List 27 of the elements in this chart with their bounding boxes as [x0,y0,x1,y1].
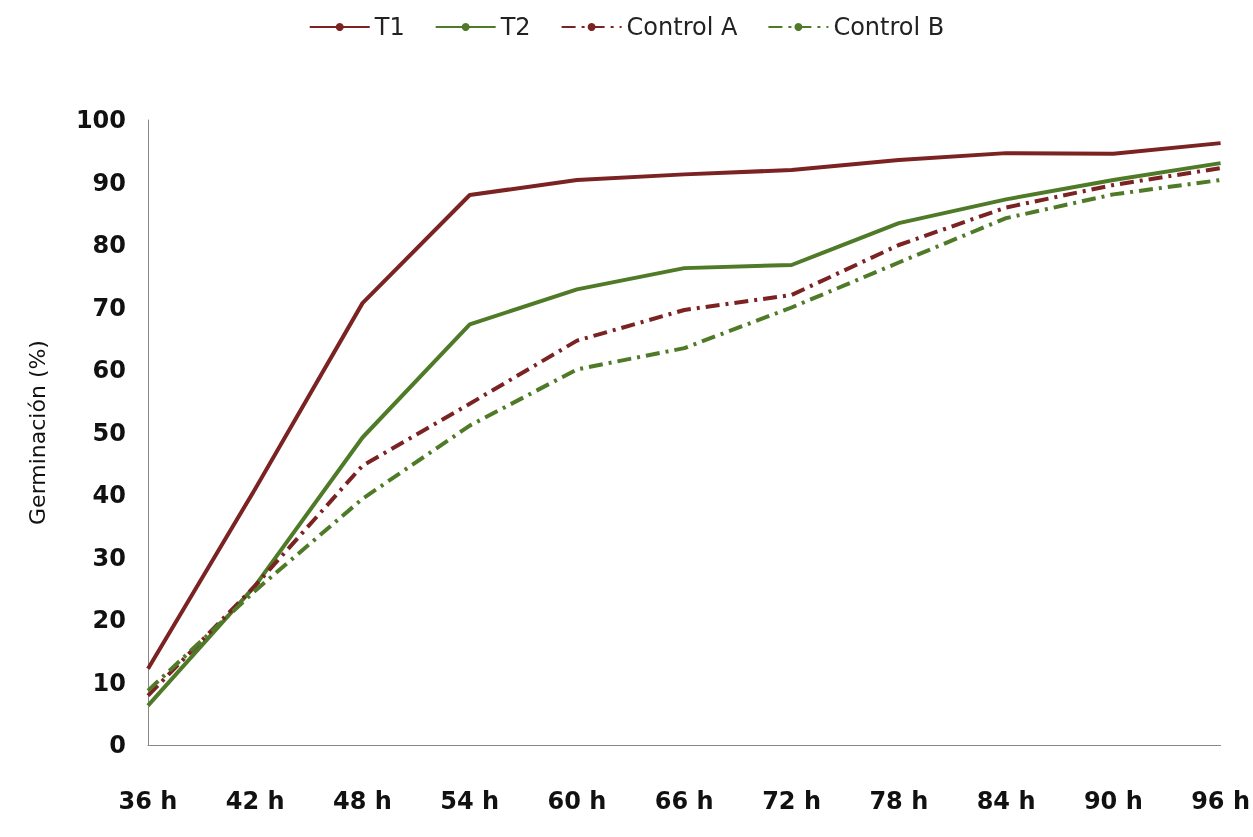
x-tick-label: 66 h [654,787,714,815]
x-tick-label: 48 h [333,787,392,815]
x-tick-label: 90 h [1083,787,1143,815]
x-tick-label: 54 h [440,787,500,815]
y-tick-label: 60 [92,356,126,384]
x-tick-label: 84 h [976,787,1036,815]
y-tick-label: 100 [75,106,126,134]
x-tick-label: 42 h [225,787,285,815]
y-tick-label: 80 [92,231,126,259]
y-tick-label: 90 [92,168,126,197]
y-axis-title: Germinación (%) [24,340,50,525]
x-tick-label: 72 h [762,787,821,815]
x-tick-label: 36 h [118,787,178,815]
x-tick-label: 78 h [869,787,929,815]
x-tick-label: 60 h [547,787,607,815]
y-tick-label: 40 [92,481,126,509]
legend-label: T2 [499,13,531,41]
y-tick-label: 30 [92,543,126,572]
y-tick-label: 20 [92,606,126,634]
legend-label: Control B [833,13,945,41]
x-tick-label: 96 h [1191,787,1250,815]
legend-label: Control A [626,13,738,41]
y-tick-label: 10 [92,668,126,697]
legend-label: T1 [373,13,405,41]
y-tick-label: 0 [109,731,126,759]
y-tick-label: 70 [92,293,126,322]
y-tick-label: 50 [92,418,126,447]
